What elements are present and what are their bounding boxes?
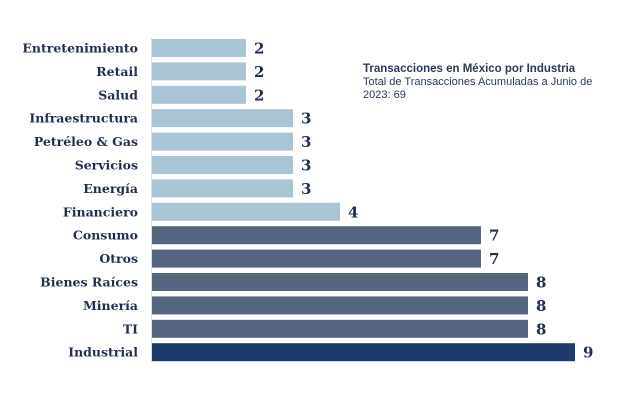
category-label-ti: TI [123,321,138,336]
value-label-salud: 2 [254,86,264,104]
value-label-bienes-raices: 8 [536,274,546,292]
category-label-mineria: Minería [83,298,138,313]
bar-bienes-raices [152,273,528,291]
category-label-infraestructura: Infraestructura [29,111,138,126]
category-label-salud: Salud [98,87,138,102]
value-label-retail: 2 [254,63,264,81]
chart-info-box: Transacciones en México por Industria To… [363,62,618,102]
bar-infraestructura [152,109,293,128]
category-label-consumo: Consumo [73,228,138,243]
category-label-retail: Retail [96,64,138,79]
bar-servicios [152,156,293,174]
bar-energia [152,179,293,198]
value-label-ti: 8 [536,320,546,338]
value-label-entretenimiento: 2 [254,40,264,58]
value-label-otros: 7 [489,250,499,268]
bar-financiero [152,202,340,221]
bar-ti [152,319,528,338]
value-label-financiero: 4 [348,203,358,221]
value-label-mineria: 8 [536,297,546,315]
category-label-otros: Otros [99,251,138,266]
value-label-petreleo-gas: 3 [301,133,311,151]
category-label-servicios: Servicios [75,158,138,173]
bar-salud [152,85,246,104]
bar-mineria [152,296,528,315]
category-label-industrial: Industrial [68,345,138,360]
bar-industrial [152,343,575,362]
bar-retail [152,62,246,81]
value-label-industrial: 9 [583,344,593,362]
category-label-entretenimiento: Entretenimiento [22,41,138,56]
value-label-infraestructura: 3 [301,110,311,128]
bar-entretenimiento [152,39,246,57]
bars-group: Entretenimiento 2 Retail 2 Salud 2 Infraestruc… [22,39,593,362]
chart-subtitle: Total de Transacciones Acumuladas a Juni… [363,76,593,101]
bar-consumo [152,226,481,245]
chart-title: Transacciones en México por Industria [363,63,576,75]
value-label-consumo: 7 [489,227,499,245]
category-label-financiero: Financiero [63,204,138,219]
bar-petreleo-gas [152,132,293,151]
category-label-petreleo-gas: Petréleo & Gas [34,134,138,149]
bar-otros [152,249,481,268]
category-label-energia: Energía [83,181,138,196]
value-label-energia: 3 [301,180,311,198]
value-label-servicios: 3 [301,157,311,175]
category-label-bienes-raices: Bienes Raíces [40,275,138,290]
